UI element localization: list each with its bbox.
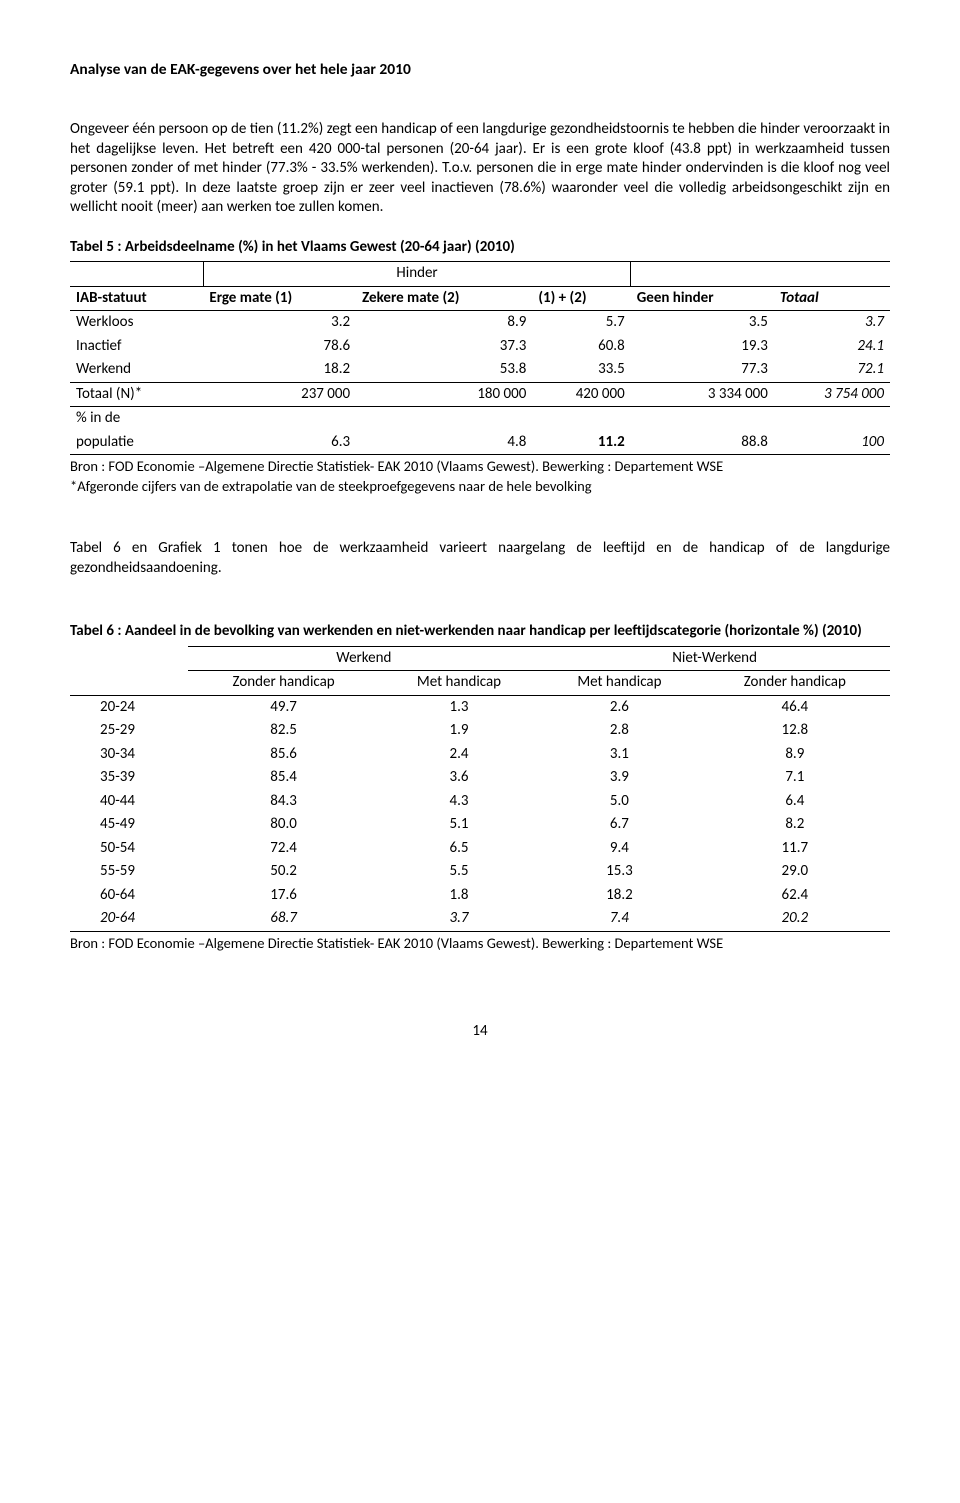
table6-sub2: Met handicap [539, 671, 699, 696]
page-number: 14 [70, 1022, 890, 1042]
table6: Werkend Niet-Werkend Zonder handicap Met… [70, 646, 890, 932]
table5-total-row: Totaal (N)* 237 000 180 000 420 000 3 33… [70, 382, 890, 407]
table-row: Werkend 18.2 53.8 33.5 77.3 72.1 [70, 358, 890, 382]
table5-caption: Tabel 5 : Arbeidsdeelname (%) in het Vla… [70, 238, 890, 258]
table6-caption: Tabel 6 : Aandeel in de bevolking van we… [70, 622, 890, 642]
table5-h1: Erge mate (1) [203, 286, 356, 311]
table5-h0: IAB-statuut [70, 286, 203, 311]
table-row: 45-4980.05.16.78.2 [70, 813, 890, 837]
table-row: 35-3985.43.63.97.1 [70, 766, 890, 790]
table-row: Inactief 78.6 37.3 60.8 19.3 24.1 [70, 335, 890, 359]
table5: Hinder IAB-statuut Erge mate (1) Zekere … [70, 261, 890, 455]
page-title: Analyse van de EAK-gegevens over het hel… [70, 60, 890, 80]
table-row: % in de [70, 407, 890, 431]
table-row: 20-2449.71.32.646.4 [70, 695, 890, 719]
mid-paragraph: Tabel 6 en Grafiek 1 tonen hoe de werkza… [70, 539, 890, 578]
table5-h5: Totaal [774, 286, 890, 311]
table5-hinder-label: Hinder [203, 262, 630, 287]
table5-h4: Geen hinder [631, 286, 774, 311]
table6-group-nietwerkend: Niet-Werkend [539, 646, 890, 671]
table5-h2: Zekere mate (2) [356, 286, 532, 311]
table6-group-werkend: Werkend [188, 646, 539, 671]
table-row: 40-4484.34.35.06.4 [70, 790, 890, 814]
table-row: Werkloos 3.2 8.9 5.7 3.5 3.7 [70, 311, 890, 335]
intro-paragraph: Ongeveer één persoon op de tien (11.2%) … [70, 120, 890, 218]
table6-footnote: Bron : FOD Economie –Algemene Directie S… [70, 934, 890, 952]
table-row: 55-5950.25.515.329.0 [70, 860, 890, 884]
table6-sub3: Zonder handicap [700, 671, 890, 696]
table5-footnote1: Bron : FOD Economie –Algemene Directie S… [70, 457, 890, 475]
table-row: 25-2982.51.92.812.8 [70, 719, 890, 743]
table-row: 60-6417.61.818.262.4 [70, 884, 890, 908]
table5-pct-row: populatie 6.3 4.8 11.2 88.8 100 [70, 431, 890, 455]
table-row: 30-3485.62.43.18.9 [70, 743, 890, 767]
table6-sub1: Met handicap [379, 671, 539, 696]
table6-sub0: Zonder handicap [188, 671, 378, 696]
table6-total-row: 20-6468.73.77.420.2 [70, 907, 890, 931]
table5-h3: (1) + (2) [532, 286, 630, 311]
table-row: 50-5472.46.59.411.7 [70, 837, 890, 861]
table5-footnote2: *Afgeronde cijfers van de extrapolatie v… [70, 477, 890, 495]
